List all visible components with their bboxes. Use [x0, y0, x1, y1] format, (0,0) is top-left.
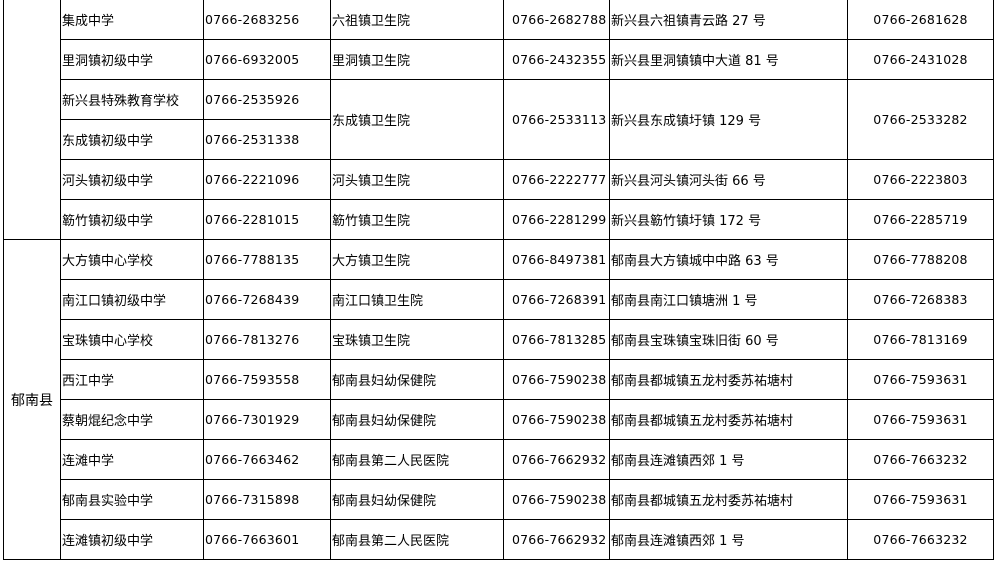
hospital-address: 郁南县连滩镇西郊 1 号 — [609, 439, 848, 480]
school-name: 里洞镇初级中学 — [60, 39, 204, 80]
table-row: 东成镇初级中学 0766-2531338 — [4, 119, 994, 160]
hospital-name: 郁南县妇幼保健院 — [330, 359, 504, 400]
hospital-address: 新兴县六祖镇青云路 27 号 — [609, 0, 848, 40]
school-phone: 0766-7813276 — [203, 319, 331, 360]
school-phone: 0766-2281015 — [203, 199, 331, 240]
contact-phone: 0766-7593631 — [847, 479, 994, 520]
contact-phone: 0766-7268383 — [847, 279, 994, 320]
school-phone: 0766-2683256 — [203, 0, 331, 40]
contact-phone: 0766-2681628 — [847, 0, 994, 40]
county-cell: 郁南县 — [3, 239, 61, 560]
county-cell — [3, 0, 61, 240]
school-name: 蔡朝焜纪念中学 — [60, 399, 204, 440]
hospital-address: 郁南县都城镇五龙村委苏祐塘村 — [609, 399, 848, 440]
school-phone: 0766-7663462 — [203, 439, 331, 480]
hospital-address: 郁南县宝珠镇宝珠旧街 60 号 — [609, 319, 848, 360]
school-name: 新兴县特殊教育学校 — [60, 79, 204, 120]
school-name: 连滩中学 — [60, 439, 204, 480]
table-row: 新兴县特殊教育学校 0766-2535926 东成镇卫生院 0766-2533113 新… — [4, 79, 994, 160]
contact-phone: 0766-7813169 — [847, 319, 994, 360]
table-row: 郁南县实验中学 0766-7315898 郁南县妇幼保健院 0766-7590238 郁… — [4, 479, 994, 520]
hospital-address: 郁南县都城镇五龙村委苏祐塘村 — [609, 359, 848, 400]
hospital-phone: 0766-2533113 — [503, 79, 610, 160]
hospital-name: 六祖镇卫生院 — [330, 0, 504, 40]
school-name: 集成中学 — [60, 0, 204, 40]
hospital-phone: 0766-7590238 — [503, 359, 610, 400]
school-phone: 0766-7315898 — [203, 479, 331, 520]
table-row: 簕竹镇初级中学 0766-2281015 簕竹镇卫生院 0766-2281299 新兴县… — [4, 199, 994, 240]
contact-phone: 0766-7593631 — [847, 399, 994, 440]
hospital-phone: 0766-7590238 — [503, 399, 610, 440]
hospital-name: 郁南县第二人民医院 — [330, 519, 504, 560]
school-phone: 0766-7268439 — [203, 279, 331, 320]
table-row: 河头镇初级中学 0766-2221096 河头镇卫生院 0766-2222777 新兴县… — [4, 159, 994, 200]
table-row: 宝珠镇中心学校 0766-7813276 宝珠镇卫生院 0766-7813285 郁南县… — [4, 319, 994, 360]
hospital-address: 新兴县簕竹镇圩镇 172 号 — [609, 199, 848, 240]
school-hospital-contact-table: 集成中学 0766-2683256 六祖镇卫生院 0766-2682788 新兴县六祖镇… — [3, 0, 994, 560]
contact-phone: 0766-7663232 — [847, 439, 994, 480]
hospital-name: 郁南县第二人民医院 — [330, 439, 504, 480]
school-phone: 0766-6932005 — [203, 39, 331, 80]
hospital-phone: 0766-7662932 — [503, 439, 610, 480]
hospital-name: 东成镇卫生院 — [330, 79, 504, 160]
school-phone: 0766-7301929 — [203, 399, 331, 440]
school-phone: 0766-2531338 — [203, 119, 331, 160]
table-row: 连滩中学 0766-7663462 郁南县第二人民医院 0766-7662932 郁南县… — [4, 439, 994, 480]
hospital-name: 河头镇卫生院 — [330, 159, 504, 200]
hospital-name: 南江口镇卫生院 — [330, 279, 504, 320]
hospital-name: 宝珠镇卫生院 — [330, 319, 504, 360]
hospital-phone: 0766-7268391 — [503, 279, 610, 320]
contact-phone: 0766-7788208 — [847, 239, 994, 280]
school-phone: 0766-7788135 — [203, 239, 331, 280]
hospital-address: 郁南县南江口镇塘洲 1 号 — [609, 279, 848, 320]
hospital-phone: 0766-7813285 — [503, 319, 610, 360]
school-phone: 0766-7663601 — [203, 519, 331, 560]
school-name: 宝珠镇中心学校 — [60, 319, 204, 360]
school-name: 连滩镇初级中学 — [60, 519, 204, 560]
hospital-phone: 0766-8497381 — [503, 239, 610, 280]
table-row: 南江口镇初级中学 0766-7268439 南江口镇卫生院 0766-7268391 郁… — [4, 279, 994, 320]
hospital-address: 新兴县东成镇圩镇 129 号 — [609, 79, 848, 160]
school-name: 郁南县实验中学 — [60, 479, 204, 520]
school-phone: 0766-2535926 — [203, 79, 331, 120]
table-row: 西江中学 0766-7593558 郁南县妇幼保健院 0766-7590238 郁南县都… — [4, 359, 994, 400]
contact-phone: 0766-2223803 — [847, 159, 994, 200]
hospital-address: 郁南县大方镇城中中路 63 号 — [609, 239, 848, 280]
school-name: 簕竹镇初级中学 — [60, 199, 204, 240]
school-name: 东成镇初级中学 — [60, 119, 204, 160]
contact-phone: 0766-2533282 — [847, 79, 994, 160]
contact-phone: 0766-2431028 — [847, 39, 994, 80]
hospital-phone: 0766-2682788 — [503, 0, 610, 40]
school-phone: 0766-2221096 — [203, 159, 331, 200]
table-row: 集成中学 0766-2683256 六祖镇卫生院 0766-2682788 新兴县六祖镇… — [3, 0, 994, 240]
table-row: 蔡朝焜纪念中学 0766-7301929 郁南县妇幼保健院 0766-7590238 郁… — [4, 399, 994, 440]
school-phone: 0766-7593558 — [203, 359, 331, 400]
hospital-phone: 0766-2222777 — [503, 159, 610, 200]
hospital-address: 郁南县连滩镇西郊 1 号 — [609, 519, 848, 560]
hospital-address: 新兴县河头镇河头街 66 号 — [609, 159, 848, 200]
table-row: 里洞镇初级中学 0766-6932005 里洞镇卫生院 0766-2432355 新兴县… — [4, 39, 994, 80]
school-name: 河头镇初级中学 — [60, 159, 204, 200]
hospital-phone: 0766-2281299 — [503, 199, 610, 240]
hospital-phone: 0766-2432355 — [503, 39, 610, 80]
school-name: 大方镇中心学校 — [60, 239, 204, 280]
hospital-phone: 0766-7662932 — [503, 519, 610, 560]
hospital-name: 里洞镇卫生院 — [330, 39, 504, 80]
hospital-phone: 0766-7590238 — [503, 479, 610, 520]
hospital-name: 簕竹镇卫生院 — [330, 199, 504, 240]
contact-phone: 0766-2285719 — [847, 199, 994, 240]
contact-phone: 0766-7663232 — [847, 519, 994, 560]
school-name: 西江中学 — [60, 359, 204, 400]
hospital-name: 郁南县妇幼保健院 — [330, 479, 504, 520]
hospital-address: 新兴县里洞镇镇中大道 81 号 — [609, 39, 848, 80]
hospital-name: 郁南县妇幼保健院 — [330, 399, 504, 440]
table-row: 连滩镇初级中学 0766-7663601 郁南县第二人民医院 0766-7662932… — [4, 519, 994, 560]
table-row: 郁南县 大方镇中心学校 0766-7788135 大方镇卫生院 0766-8497381… — [3, 239, 994, 560]
contact-phone: 0766-7593631 — [847, 359, 994, 400]
school-name: 南江口镇初级中学 — [60, 279, 204, 320]
hospital-name: 大方镇卫生院 — [330, 239, 504, 280]
hospital-address: 郁南县都城镇五龙村委苏祐塘村 — [609, 479, 848, 520]
